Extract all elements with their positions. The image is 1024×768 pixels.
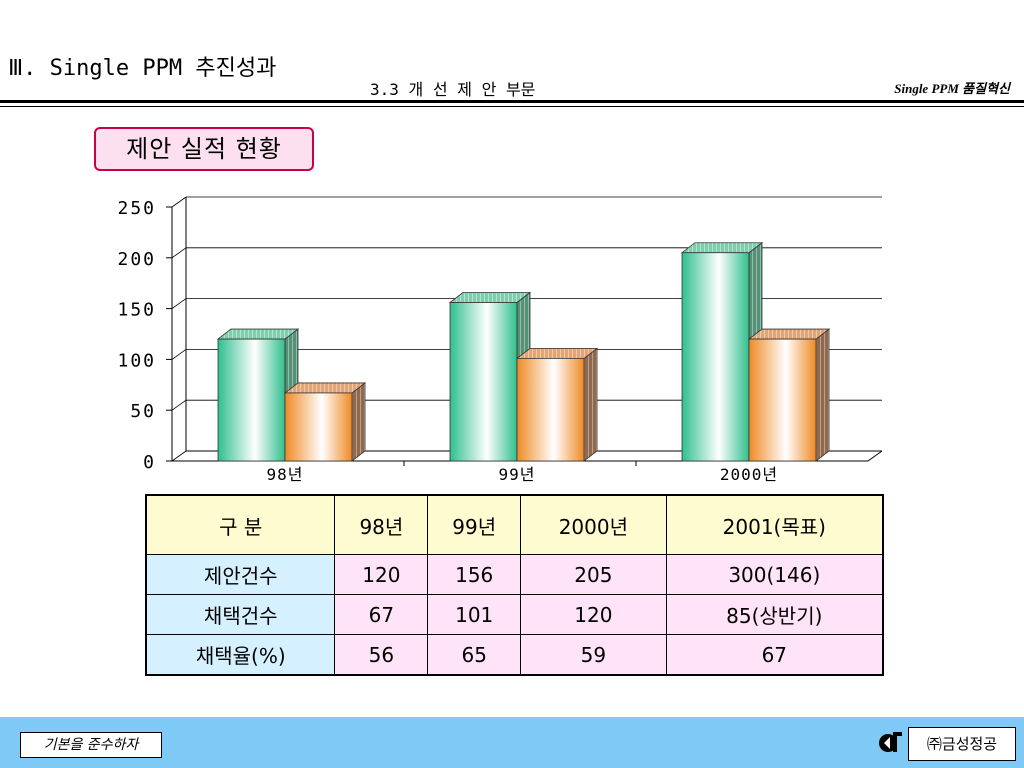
y-tick-label: 100 bbox=[117, 350, 156, 371]
y-tick-label: 150 bbox=[117, 300, 156, 321]
table-cell: 67 bbox=[665, 634, 884, 676]
gridline-diagonal bbox=[171, 349, 187, 360]
table-header-cell: 구 분 bbox=[145, 494, 336, 555]
gridline-diagonal bbox=[171, 247, 187, 259]
table-header-cell: 98년 bbox=[334, 494, 429, 555]
table-cell: 300(146) bbox=[665, 554, 884, 595]
row-label: 채택율(%) bbox=[145, 634, 336, 676]
bar-side bbox=[351, 382, 366, 462]
table-header-row: 구 분 98년 99년 2000년 2001(목표) bbox=[145, 494, 884, 555]
x-tick-label: 2000년 bbox=[720, 465, 778, 484]
table-cell: 205 bbox=[520, 554, 667, 595]
table-header-cell: 2001(목표) bbox=[665, 494, 884, 555]
gridline-diagonal bbox=[171, 298, 187, 309]
table-cell: 101 bbox=[427, 594, 522, 635]
bar-top bbox=[283, 382, 367, 394]
table-row: 채택율(%) 56 65 59 67 bbox=[145, 634, 884, 676]
bar bbox=[681, 252, 750, 462]
table-cell: 120 bbox=[334, 554, 429, 595]
y-tick-label: 200 bbox=[117, 249, 156, 270]
table-cell: 56 bbox=[334, 634, 429, 676]
gridline-diagonal bbox=[171, 450, 187, 462]
page-subtitle: 3.3 개 선 제 안 부문 bbox=[370, 80, 536, 99]
company-logo-icon bbox=[879, 732, 902, 752]
table-header-cell: 99년 bbox=[427, 494, 522, 555]
bar-side bbox=[815, 328, 830, 462]
y-tick-label: 50 bbox=[130, 401, 156, 422]
footer-bar bbox=[0, 717, 1024, 768]
table-cell: 120 bbox=[520, 594, 667, 635]
table-header-cell: 2000년 bbox=[520, 494, 667, 555]
x-tick-label: 99년 bbox=[499, 465, 536, 484]
bar bbox=[217, 338, 286, 462]
table-row: 제안건수 120 156 205 300(146) bbox=[145, 554, 884, 595]
bar bbox=[284, 392, 353, 462]
bar bbox=[516, 357, 585, 462]
table-cell: 85(상반기) bbox=[665, 594, 884, 635]
table-cell: 59 bbox=[520, 634, 667, 676]
gridline-diagonal bbox=[171, 196, 187, 208]
bar-chart: 0 50 100 150 200 250 98년 99년 2000년 bbox=[117, 196, 883, 484]
table-cell: 65 bbox=[427, 634, 522, 676]
bar-side bbox=[583, 347, 598, 462]
gridline-diagonal bbox=[171, 399, 187, 411]
brand-text: Single PPM 품질혁신 bbox=[894, 81, 1010, 96]
table-cell: 156 bbox=[427, 554, 522, 595]
bar-top bbox=[747, 328, 831, 340]
bar-top bbox=[680, 242, 764, 254]
footer-slogan: 기본을 준수하자 bbox=[20, 732, 162, 758]
stats-table: 구 분 98년 99년 2000년 2001(목표) 제안건수 120 156 … bbox=[145, 494, 884, 676]
table-cell: 67 bbox=[334, 594, 429, 635]
y-tick-label: 0 bbox=[143, 452, 156, 473]
x-tick-label: 98년 bbox=[267, 465, 304, 484]
y-tick-label: 250 bbox=[117, 198, 156, 219]
bar-top bbox=[216, 328, 300, 340]
bar bbox=[449, 302, 518, 462]
page-title: Ⅲ. Single PPM 추진성과 bbox=[8, 56, 277, 81]
bar bbox=[748, 338, 817, 462]
floor-right-edge bbox=[867, 450, 883, 462]
bar-top bbox=[448, 292, 532, 303]
row-label: 채택건수 bbox=[145, 594, 336, 635]
header-divider-thin bbox=[0, 106, 1024, 107]
section-title: 제안 실적 현황 bbox=[94, 127, 314, 171]
table-row: 채택건수 67 101 120 85(상반기) bbox=[145, 594, 884, 635]
header-divider bbox=[0, 100, 1024, 103]
row-label: 제안건수 bbox=[145, 554, 336, 595]
bar-top bbox=[515, 347, 599, 359]
footer-company: ㈜금성정공 bbox=[908, 727, 1016, 761]
